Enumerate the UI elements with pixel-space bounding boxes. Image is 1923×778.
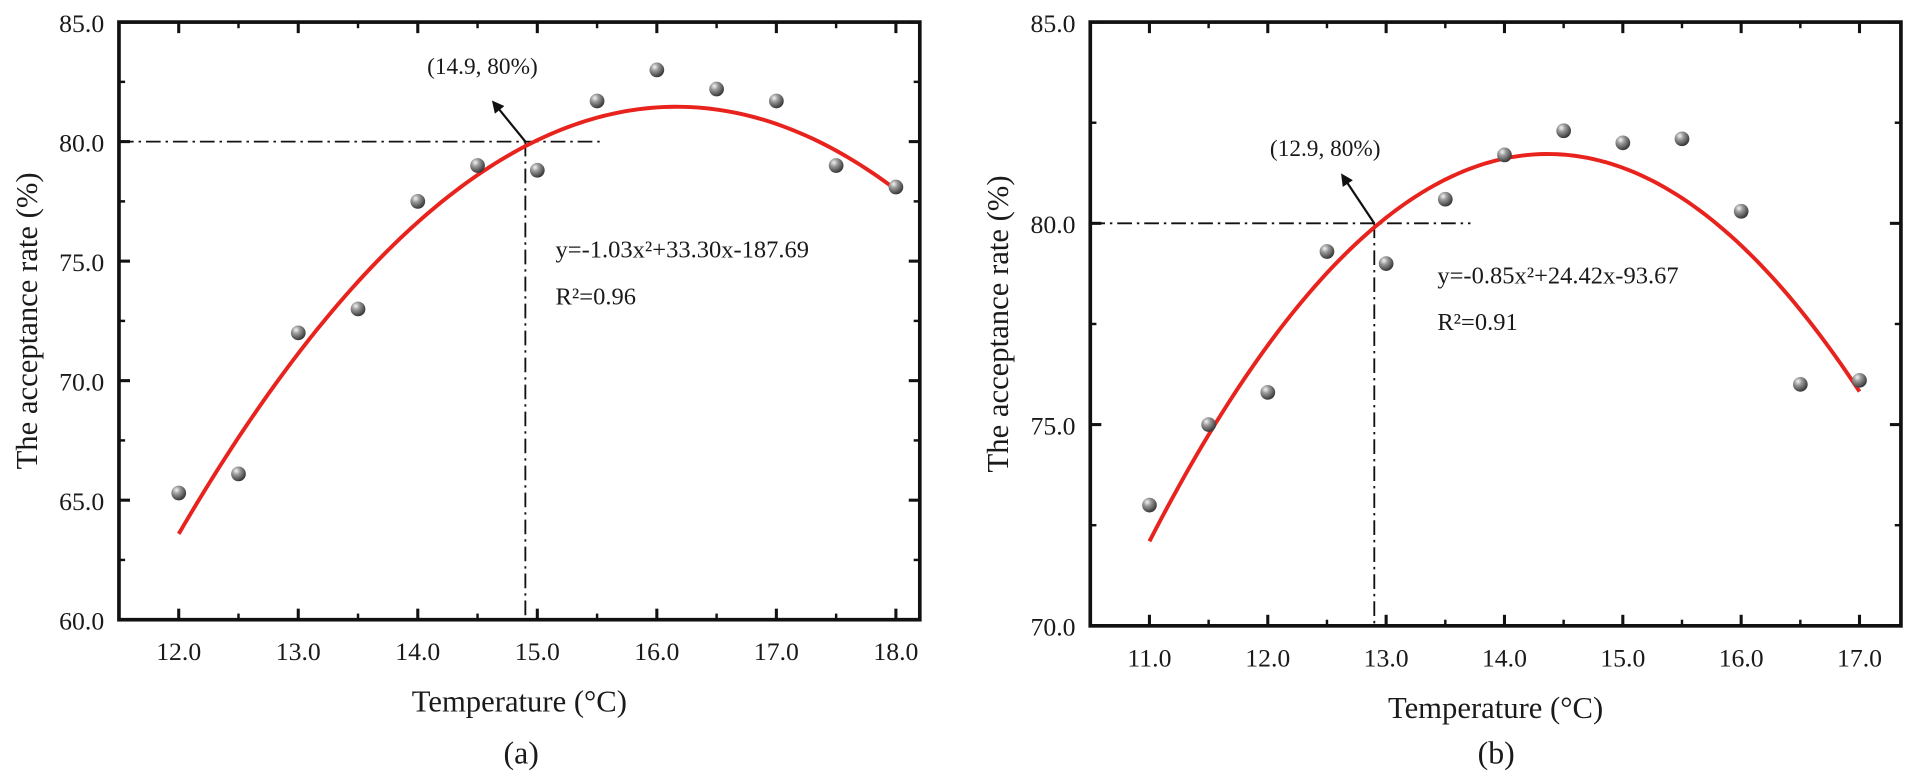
x-tick-label: 18.0	[873, 637, 918, 666]
data-point	[828, 158, 844, 173]
data-point	[1437, 191, 1453, 207]
x-tick-label: 12.0	[156, 637, 201, 666]
chart-panel-a: 12.0 13.0 14.0 15.0 16.0 17.0 18.0 60.0 65.0 70.0…	[10, 9, 922, 770]
chart-panel-b: 11.0 12.0 13.0 14.0 15.0 16.0 17.0 70.0 75.0 80.0…	[981, 9, 1903, 770]
annotation-arrow	[491, 100, 527, 143]
data-point	[1674, 131, 1690, 147]
fit-curve	[1147, 152, 1862, 543]
data-point	[410, 194, 426, 209]
data-point	[529, 162, 545, 178]
data-point	[1556, 123, 1572, 139]
y-tick-label: 80.0	[1031, 210, 1076, 239]
x-tick-label: 15.0	[1600, 643, 1645, 672]
x-tick-label: 13.0	[276, 637, 321, 666]
fit-equation: y=-0.85x²+24.42x-93.67	[1437, 262, 1678, 289]
data-point	[171, 485, 187, 501]
data-point	[1792, 376, 1808, 392]
data-point	[1378, 256, 1394, 271]
data-point	[1260, 385, 1276, 400]
x-tick-label: 14.0	[395, 637, 440, 666]
x-tick-label: 16.0	[1719, 643, 1764, 672]
x-tick-label: 12.0	[1245, 643, 1290, 672]
plot-frame	[117, 20, 922, 622]
data-point	[1142, 497, 1157, 513]
data-point	[589, 93, 605, 109]
x-axis-label: Temperature (°C)	[412, 685, 627, 719]
intersection-label: (12.9, 80%)	[1270, 136, 1381, 162]
fit-equation: y=-1.03x²+33.30x-187.69	[556, 237, 810, 264]
figure-caption: (a)	[504, 735, 539, 770]
x-tick-label: 13.0	[1364, 643, 1409, 672]
data-point	[1497, 147, 1512, 163]
y-tick-label: 70.0	[1031, 613, 1076, 642]
data-point	[1733, 203, 1749, 219]
x-tick-label: 16.0	[634, 637, 679, 666]
data-point	[350, 301, 366, 317]
data-point	[709, 81, 724, 97]
y-tick-label: 70.0	[59, 367, 104, 396]
figure-caption: (b)	[1478, 735, 1515, 770]
data-point	[1201, 417, 1216, 432]
annotation-arrow	[1341, 173, 1376, 224]
data-point	[769, 93, 784, 109]
data-point	[470, 158, 485, 173]
data-point	[290, 325, 306, 341]
x-tick-label: 15.0	[515, 637, 560, 666]
intersection-label: (14.9, 80%)	[427, 54, 538, 80]
r-squared: R²=0.96	[556, 283, 636, 310]
x-tick-label: 14.0	[1482, 643, 1527, 672]
x-tick-label: 11.0	[1127, 643, 1171, 672]
r-squared: R²=0.91	[1437, 309, 1517, 336]
y-tick-label: 80.0	[59, 128, 104, 157]
y-tick-label: 85.0	[59, 9, 104, 38]
x-tick-label: 17.0	[754, 637, 799, 666]
y-tick-label: 65.0	[59, 487, 104, 516]
y-axis-label: The acceptance rate (%)	[981, 175, 1015, 472]
data-point	[888, 179, 904, 195]
y-tick-label: 75.0	[59, 248, 104, 277]
x-tick-label: 17.0	[1837, 643, 1882, 672]
data-point	[649, 62, 665, 78]
fit-curve	[177, 104, 898, 535]
y-axis-label: The acceptance rate (%)	[10, 172, 44, 469]
y-tick-label: 85.0	[1031, 9, 1076, 38]
data-point	[231, 466, 246, 482]
data-point	[1615, 135, 1631, 151]
data-point	[1319, 244, 1335, 259]
x-axis-label: Temperature (°C)	[1388, 691, 1603, 725]
data-point	[1852, 372, 1867, 388]
y-tick-label: 75.0	[1031, 411, 1076, 440]
y-tick-label: 60.0	[59, 607, 104, 636]
